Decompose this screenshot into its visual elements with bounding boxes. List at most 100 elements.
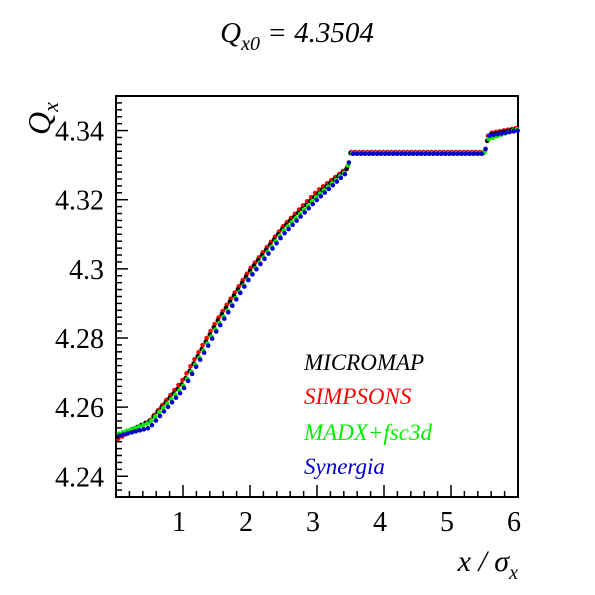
data-point [459,151,464,157]
legend: MICROMAP SIMPSONS MADX+fsc3d Synergia [303,350,432,479]
data-point [443,151,448,157]
data-point [342,171,348,177]
y-tick-labels: 4.24 4.26 4.28 4.3 4.32 4.34 [55,117,104,494]
y-tick-label: 4.3 [69,255,104,286]
data-point [286,226,291,232]
data-point [439,151,444,157]
data-point [270,246,275,251]
y-tick-label: 4.34 [55,117,104,148]
data-point [213,329,219,334]
data-point [495,131,500,137]
data-point [266,251,271,256]
data-point [225,309,231,315]
data-point [234,297,239,302]
y-tick-label: 4.32 [55,186,104,217]
data-point [487,133,492,138]
data-point [184,371,189,376]
data-point [406,151,412,157]
data-point [394,151,400,157]
x-tick-label: 1 [172,507,186,538]
data-point [117,433,123,438]
data-point [491,132,496,138]
data-point [451,151,456,157]
data-point [145,425,151,431]
data-point [386,151,392,157]
data-point [358,151,364,157]
data-point [160,405,166,411]
data-point [310,201,316,207]
x-axis-label-sub: x [508,562,518,584]
data-point [177,390,183,396]
data-point [483,146,488,152]
data-point [507,129,512,135]
data-point [515,128,521,133]
legend-entry-simpsons: SIMPSONS [304,384,412,409]
data-point [346,160,352,165]
data-point [330,182,336,188]
data-point [398,151,404,157]
data-point [322,190,328,195]
data-point [326,186,332,192]
data-point [165,404,171,410]
data-point [144,421,150,426]
data-point [334,179,340,184]
legend-entry-madx-fsc3d: MADX+fsc3d [303,420,432,445]
data-point [230,303,235,309]
data-point [302,210,307,215]
data-point [200,342,205,348]
data-point [431,151,436,157]
chart-title-rest: = 4.3504 [260,17,374,49]
data-point [254,266,259,272]
data-point [298,214,303,219]
data-point [290,222,295,228]
data-point [205,343,211,348]
data-point [402,151,408,157]
data-point [338,175,344,181]
data-point [274,240,279,246]
x-tick-label: 3 [306,507,320,538]
data-point [153,418,159,423]
data-point [479,151,484,157]
data-point [173,395,179,401]
data-point [133,429,139,434]
data-point [435,151,440,157]
data-point [196,349,201,355]
data-point [157,413,163,419]
data-point [344,166,349,172]
data-point [189,371,195,377]
data-point [137,428,143,433]
data-point [314,197,320,203]
data-point [511,129,517,134]
data-point [278,235,283,241]
chart-title-sub: x0 [240,33,260,55]
data-point [366,151,372,157]
data-point [455,151,460,157]
x-tick-label: 4 [373,507,387,538]
data-point [354,151,360,157]
legend-entry-synergia: Synergia [304,454,385,479]
data-point [121,432,127,437]
x-tick-label: 6 [507,507,521,538]
data-point [426,151,432,157]
data-point [422,151,428,157]
y-axis-label-main: Q [21,112,57,135]
data-point [148,418,154,424]
data-point [374,151,380,157]
chart-title: Qx0 = 4.3504 [220,17,374,55]
data-point [294,218,299,224]
data-point [169,400,175,405]
data-point [246,277,251,283]
y-tick-label: 4.24 [55,462,104,493]
data-point [140,422,146,428]
x-axis-label: x / σx [457,545,518,584]
data-point [209,336,215,341]
x-axis-label-main: x / σ [457,545,511,578]
data-point [467,151,472,157]
legend-entry-micromap: MICROMAP [303,350,424,375]
data-point [499,131,504,136]
y-axis-label-sub: x [38,102,63,113]
data-points [115,125,521,442]
data-point [193,364,199,370]
data-point [410,151,416,157]
